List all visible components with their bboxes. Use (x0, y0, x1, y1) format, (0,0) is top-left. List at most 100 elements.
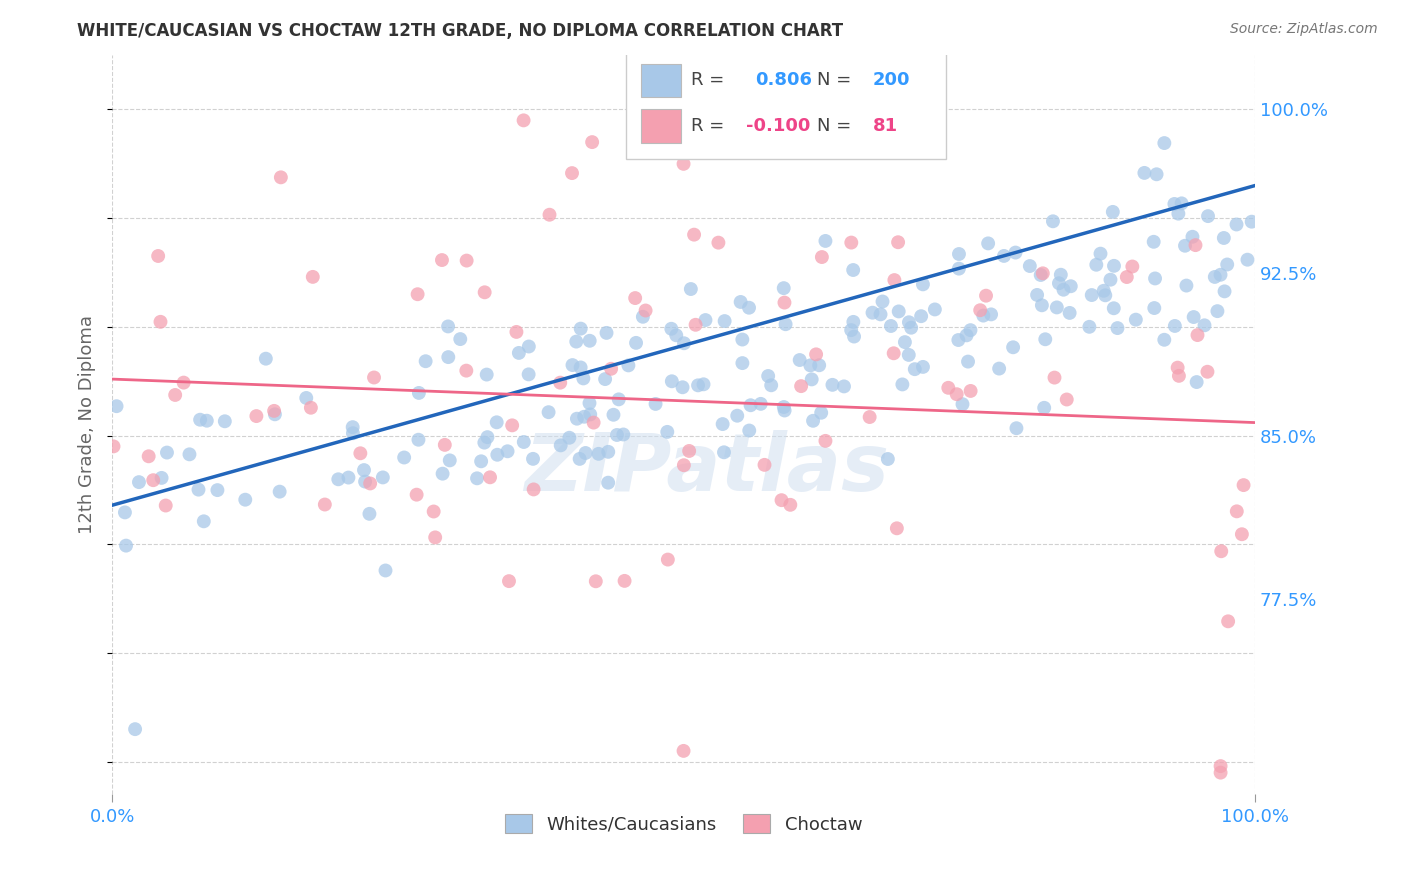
Point (959, 323, 981, 337)
Point (561, 358, 583, 372)
Point (974, 288, 997, 302)
Point (1046, 301, 1069, 315)
Point (430, 253, 453, 268)
Point (880, 318, 903, 333)
Point (977, 236, 1000, 251)
Point (578, 396, 600, 410)
Point (1187, 328, 1209, 343)
Point (1092, 284, 1115, 298)
Point (756, 369, 779, 384)
Point (672, 744, 695, 758)
Point (1212, 231, 1234, 245)
Point (485, 415, 508, 429)
Point (1164, 318, 1187, 333)
Point (969, 303, 991, 318)
Point (472, 435, 495, 450)
Point (1182, 310, 1205, 324)
Point (948, 247, 970, 261)
Point (612, 427, 634, 442)
Point (578, 334, 600, 348)
Point (595, 326, 617, 340)
Point (775, 317, 797, 331)
Point (374, 564, 396, 578)
Point (773, 403, 796, 417)
Point (342, 420, 364, 434)
Point (730, 295, 752, 310)
Point (695, 313, 717, 327)
Point (1005, 421, 1028, 435)
Point (569, 321, 592, 335)
Point (574, 446, 596, 460)
Point (1209, 759, 1232, 773)
Text: 0.806: 0.806 (755, 71, 813, 89)
Point (948, 333, 970, 347)
Point (561, 166, 583, 180)
Point (565, 334, 588, 349)
FancyBboxPatch shape (641, 110, 682, 143)
Point (1146, 167, 1168, 181)
Point (128, 475, 150, 490)
Point (814, 434, 837, 448)
Point (738, 424, 761, 438)
Point (650, 146, 672, 161)
Point (214, 414, 236, 428)
Point (1085, 258, 1108, 272)
Point (581, 135, 603, 149)
Point (859, 410, 882, 425)
Point (713, 314, 735, 328)
Point (839, 323, 862, 337)
Point (508, 346, 530, 360)
Point (359, 476, 381, 491)
Point (1121, 260, 1143, 274)
Point (761, 378, 783, 392)
Point (474, 285, 496, 300)
Point (606, 428, 628, 442)
Point (392, 450, 415, 465)
Point (1143, 301, 1166, 315)
Point (1167, 360, 1189, 375)
Point (598, 445, 620, 459)
Point (1232, 478, 1254, 492)
Point (910, 309, 932, 323)
Point (1216, 258, 1239, 272)
Point (579, 408, 602, 422)
Point (1049, 268, 1071, 282)
Point (883, 273, 905, 287)
Point (607, 392, 630, 407)
Point (1144, 271, 1167, 285)
Point (672, 458, 695, 473)
Point (179, 447, 201, 461)
Point (1240, 215, 1263, 229)
Point (1107, 321, 1129, 335)
Point (150, 471, 173, 485)
Point (1175, 278, 1198, 293)
Point (263, 404, 285, 418)
Point (432, 467, 454, 481)
Point (1052, 283, 1074, 297)
Point (1002, 340, 1025, 354)
Point (270, 170, 292, 185)
Point (1094, 288, 1116, 302)
Point (617, 359, 640, 373)
Point (1056, 392, 1078, 407)
Point (501, 418, 523, 433)
Legend: Whites/Caucasians, Choctaw: Whites/Caucasians, Choctaw (498, 807, 870, 841)
Point (523, 483, 546, 497)
Point (522, 451, 544, 466)
Point (1060, 279, 1083, 293)
Point (456, 364, 478, 378)
Point (665, 328, 688, 343)
Point (1209, 765, 1232, 780)
Point (187, 483, 209, 497)
Point (772, 281, 794, 295)
Point (1032, 266, 1054, 280)
Point (1197, 209, 1219, 223)
Point (269, 484, 291, 499)
Point (672, 157, 695, 171)
Point (886, 521, 908, 535)
Point (936, 381, 959, 395)
Point (517, 368, 540, 382)
Point (568, 451, 591, 466)
Point (1184, 238, 1206, 252)
Point (146, 249, 169, 263)
